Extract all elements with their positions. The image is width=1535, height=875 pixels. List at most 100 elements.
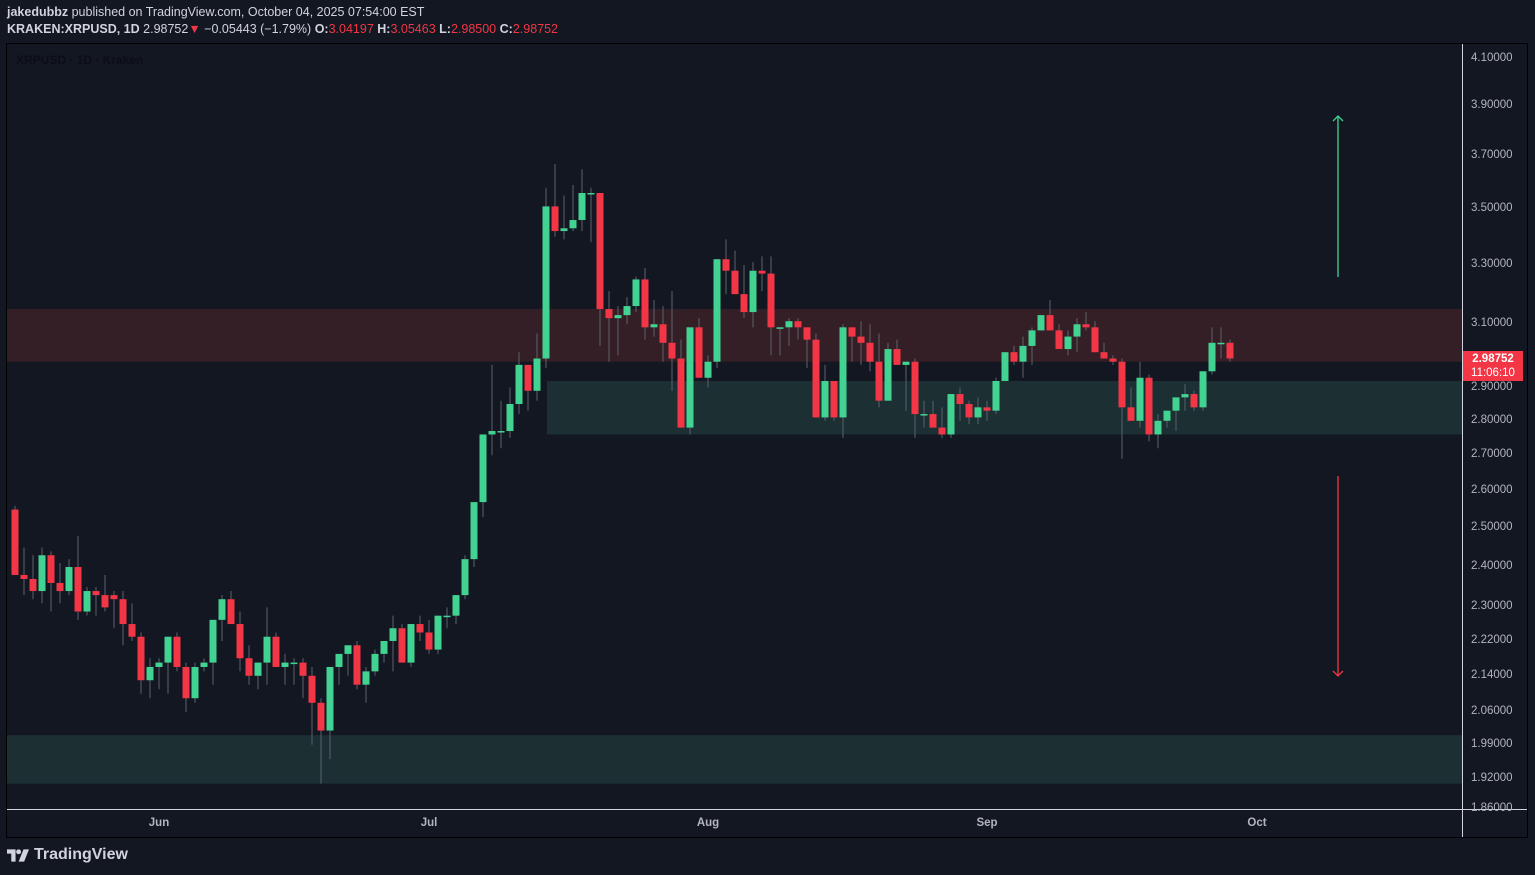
candle-up[interactable]: [434, 615, 442, 650]
candle-up[interactable]: [488, 431, 496, 435]
candle-up[interactable]: [389, 628, 397, 641]
candle-up[interactable]: [947, 394, 955, 435]
candle-down[interactable]: [605, 309, 613, 319]
candle-down[interactable]: [524, 364, 532, 391]
candle-down[interactable]: [299, 662, 307, 676]
candle-down[interactable]: [137, 636, 145, 681]
candle-up[interactable]: [992, 380, 1000, 411]
candle-up[interactable]: [1163, 410, 1171, 421]
candle-down[interactable]: [416, 624, 424, 633]
candle-down[interactable]: [272, 636, 280, 667]
candle-up[interactable]: [839, 327, 847, 418]
candle-up[interactable]: [1073, 324, 1081, 337]
candle-down[interactable]: [29, 578, 37, 592]
candle-down[interactable]: [551, 206, 559, 232]
candle-up[interactable]: [497, 431, 505, 433]
candle-up[interactable]: [191, 666, 199, 699]
candle-up[interactable]: [587, 193, 595, 195]
candle-up[interactable]: [1172, 397, 1180, 411]
candle-up[interactable]: [254, 662, 262, 676]
candle-up[interactable]: [1181, 394, 1189, 398]
candle-down[interactable]: [596, 193, 604, 310]
candle-down[interactable]: [173, 636, 181, 667]
candle-up[interactable]: [1136, 377, 1144, 421]
candle-down[interactable]: [794, 321, 802, 328]
candle-up[interactable]: [1064, 336, 1072, 350]
candle-up[interactable]: [776, 327, 784, 329]
candle-down[interactable]: [1091, 327, 1099, 353]
candle-up[interactable]: [1154, 420, 1162, 435]
candle-down[interactable]: [74, 567, 82, 612]
candle-down[interactable]: [911, 361, 919, 415]
candle-up[interactable]: [479, 434, 487, 503]
candle-up[interactable]: [821, 380, 829, 418]
candle-down[interactable]: [929, 414, 937, 428]
candle-down[interactable]: [866, 342, 874, 362]
candle-down[interactable]: [848, 327, 856, 337]
candle-down[interactable]: [758, 270, 766, 274]
candle-up[interactable]: [785, 321, 793, 328]
candle-down[interactable]: [659, 324, 667, 343]
candle-down[interactable]: [1055, 330, 1063, 350]
candle-up[interactable]: [1208, 342, 1216, 372]
candle-down[interactable]: [1082, 324, 1090, 328]
candle-up[interactable]: [263, 636, 271, 663]
candle-up[interactable]: [218, 599, 226, 620]
candle-up[interactable]: [1019, 345, 1027, 362]
candle-up[interactable]: [1199, 371, 1207, 408]
candle-up[interactable]: [1037, 315, 1045, 331]
candle-up[interactable]: [65, 567, 73, 592]
candle-up[interactable]: [335, 653, 343, 667]
candle-down[interactable]: [236, 624, 244, 659]
candle-down[interactable]: [425, 632, 433, 650]
candle-down[interactable]: [353, 645, 361, 685]
candle-up[interactable]: [1001, 352, 1009, 381]
candle-up[interactable]: [1217, 342, 1225, 345]
candle-up[interactable]: [578, 193, 586, 221]
candle-up[interactable]: [920, 414, 928, 416]
candle-down[interactable]: [830, 380, 838, 418]
candle-down[interactable]: [740, 294, 748, 313]
candle-up[interactable]: [686, 327, 694, 428]
candle-up[interactable]: [407, 624, 415, 663]
candle-up[interactable]: [623, 306, 631, 316]
candle-up[interactable]: [38, 555, 46, 592]
candle-up[interactable]: [704, 361, 712, 378]
candle-down[interactable]: [695, 327, 703, 378]
candle-up[interactable]: [515, 364, 523, 405]
candle-up[interactable]: [650, 324, 658, 328]
candle-down[interactable]: [227, 599, 235, 625]
candle-up[interactable]: [749, 270, 757, 313]
candle-up[interactable]: [614, 315, 622, 319]
candle-up[interactable]: [146, 666, 154, 681]
candle-down[interactable]: [1010, 352, 1018, 362]
candle-up[interactable]: [281, 662, 289, 667]
candle-down[interactable]: [812, 339, 820, 418]
candle-up[interactable]: [632, 279, 640, 307]
candle-up[interactable]: [569, 220, 577, 229]
candle-down[interactable]: [1226, 342, 1234, 359]
candle-up[interactable]: [560, 228, 568, 232]
candle-down[interactable]: [1100, 352, 1108, 359]
candle-down[interactable]: [128, 624, 136, 637]
candle-up[interactable]: [200, 662, 208, 667]
candle-down[interactable]: [20, 574, 28, 579]
candle-up[interactable]: [155, 662, 163, 667]
candle-down[interactable]: [110, 595, 118, 600]
candle-down[interactable]: [938, 427, 946, 435]
candle-down[interactable]: [1046, 315, 1054, 331]
candle-up[interactable]: [533, 358, 541, 391]
candle-up[interactable]: [902, 361, 910, 365]
candle-down[interactable]: [317, 702, 325, 731]
candle-down[interactable]: [47, 555, 55, 583]
candle-down[interactable]: [677, 358, 685, 428]
candle-down[interactable]: [875, 361, 883, 401]
candle-up[interactable]: [380, 640, 388, 654]
candle-down[interactable]: [1145, 377, 1153, 435]
candle-down[interactable]: [956, 394, 964, 405]
candle-up[interactable]: [209, 619, 217, 663]
candle-down[interactable]: [668, 342, 676, 359]
candle-up[interactable]: [713, 259, 721, 362]
candle-down[interactable]: [731, 270, 739, 295]
